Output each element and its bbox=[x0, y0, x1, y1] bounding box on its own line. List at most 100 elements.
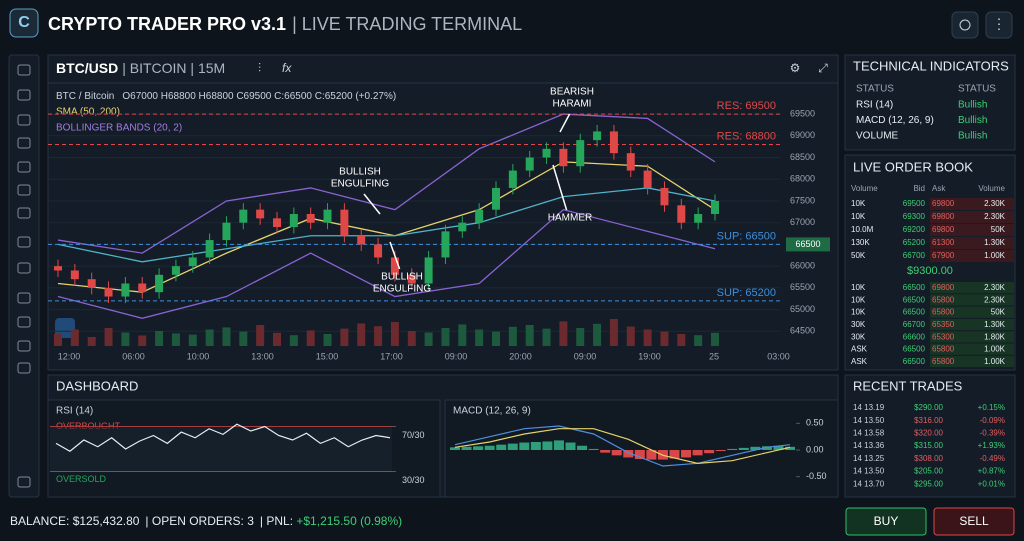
trade-time: 14 13.70 bbox=[853, 479, 885, 488]
volume-bar bbox=[70, 329, 79, 346]
ob-cell: 66500 bbox=[903, 283, 926, 292]
ob-cell: 2.30K bbox=[984, 283, 1006, 292]
ob-col: Volume bbox=[978, 184, 1005, 193]
ob-cell: 1.30K bbox=[984, 320, 1006, 329]
settings-button[interactable] bbox=[951, 11, 979, 39]
trade-change: +0.15% bbox=[978, 403, 1005, 412]
tool-icon[interactable] bbox=[17, 64, 31, 76]
tool-icon[interactable] bbox=[17, 316, 31, 328]
ob-cell: 2.30K bbox=[984, 295, 1006, 304]
ind-name: VOLUME bbox=[856, 131, 899, 142]
ob-cell: 10K bbox=[851, 283, 866, 292]
tool-icon[interactable] bbox=[17, 236, 31, 248]
x-tick-label: 06:00 bbox=[122, 351, 145, 361]
volume-bar bbox=[407, 331, 416, 346]
tool-icon[interactable] bbox=[17, 161, 31, 173]
tool-icon[interactable] bbox=[17, 362, 31, 374]
tool-icon[interactable] bbox=[17, 114, 31, 126]
menu-button[interactable] bbox=[985, 11, 1013, 39]
volume-bar bbox=[593, 323, 602, 346]
candle-body bbox=[121, 283, 130, 297]
fullscreen[interactable]: ⤢ bbox=[817, 61, 828, 75]
candle-body bbox=[508, 170, 517, 188]
candle-body bbox=[374, 244, 383, 258]
y-tick-label: 66000 bbox=[790, 261, 815, 271]
macd-bar bbox=[738, 447, 749, 450]
candle-body bbox=[593, 131, 602, 141]
y-tick-label: -0.50 bbox=[806, 471, 827, 481]
tool-icon[interactable] bbox=[17, 262, 31, 274]
candle-body bbox=[87, 279, 96, 288]
rsi-level-label: OVERBOUGHT bbox=[56, 421, 121, 431]
volume-bar bbox=[508, 326, 517, 346]
sell-button[interactable] bbox=[933, 507, 1015, 536]
annotation-arrow bbox=[389, 241, 401, 270]
macd-line bbox=[454, 425, 791, 467]
sma-legend: SMA (50, 200) bbox=[56, 107, 120, 118]
y-tick-label: 0.50 bbox=[806, 418, 824, 428]
x-tick-label: 20:00 bbox=[509, 351, 532, 361]
ind-name: MACD (12, 26, 9) bbox=[856, 115, 934, 126]
ob-row-bg bbox=[930, 282, 1014, 294]
candle-body bbox=[323, 209, 332, 223]
tool-icon[interactable] bbox=[17, 207, 31, 219]
tool-icon[interactable] bbox=[17, 340, 31, 352]
x-tick-label: 12:00 bbox=[58, 351, 81, 361]
tool-icon[interactable] bbox=[17, 89, 31, 101]
indicator-line bbox=[57, 208, 716, 319]
candle-body bbox=[525, 157, 534, 171]
candle-body bbox=[188, 257, 197, 267]
candle-icon[interactable]: ⫶ bbox=[258, 61, 261, 75]
chart-panel bbox=[47, 54, 839, 371]
x-tick-label: 03:00 bbox=[767, 351, 790, 361]
y-tick-label: 65000 bbox=[790, 304, 815, 314]
candle-body bbox=[205, 240, 214, 258]
trade-price: $316.00 bbox=[914, 416, 943, 425]
ob-cell: 30K bbox=[851, 332, 866, 341]
open-orders: | OPEN ORDERS: 3 bbox=[145, 514, 254, 528]
annotation: BULLISH bbox=[381, 272, 423, 283]
fx-icon[interactable]: fx bbox=[282, 61, 292, 75]
macd-bar bbox=[519, 442, 530, 450]
tool-icon[interactable] bbox=[17, 476, 31, 488]
candle-body bbox=[357, 235, 366, 245]
volume-bar bbox=[205, 329, 214, 346]
macd-bar bbox=[588, 448, 599, 450]
legend: BTC / Bitcoin O67000 H68800 H68800 C69500… bbox=[56, 91, 396, 102]
tool-icon[interactable] bbox=[17, 292, 31, 304]
tool-icon[interactable] bbox=[17, 184, 31, 196]
candle-body bbox=[542, 148, 551, 158]
ob-row-bg bbox=[930, 343, 1014, 355]
ob-cell: ASK bbox=[851, 357, 868, 366]
candle-body bbox=[222, 222, 231, 241]
trade-time: 14 13.50 bbox=[853, 416, 885, 425]
annotation: ENGULFING bbox=[331, 179, 390, 190]
candle-body bbox=[559, 148, 568, 167]
chart-settings[interactable]: ⚙ bbox=[790, 61, 801, 75]
trade-change: -0.49% bbox=[980, 454, 1005, 463]
trade-price: $308.00 bbox=[914, 454, 943, 463]
x-tick-label: 25 bbox=[709, 351, 719, 361]
level-label: SUP: 65200 bbox=[717, 287, 776, 299]
logo-glyph: C bbox=[18, 14, 30, 31]
volume-bar bbox=[542, 328, 551, 346]
volume-bar bbox=[441, 328, 450, 346]
tool-icon[interactable] bbox=[17, 137, 31, 149]
ob-cell: 66500 bbox=[903, 308, 926, 317]
macd-bar bbox=[600, 450, 611, 453]
candle-body bbox=[475, 209, 484, 223]
annotation-arrow bbox=[363, 193, 381, 215]
buy-button[interactable] bbox=[845, 507, 927, 536]
volume-bar bbox=[87, 337, 96, 346]
trade-price: $320.00 bbox=[914, 429, 943, 438]
macd-line bbox=[454, 428, 791, 464]
volume-bar bbox=[256, 325, 265, 346]
logo bbox=[9, 8, 39, 38]
candle-body bbox=[643, 170, 652, 188]
candle-body bbox=[138, 283, 147, 293]
trade-time: 14 13.25 bbox=[853, 454, 885, 463]
volume-bar bbox=[492, 331, 500, 346]
trades-title: RECENT TRADES bbox=[853, 378, 963, 393]
volume-bar bbox=[222, 327, 231, 346]
